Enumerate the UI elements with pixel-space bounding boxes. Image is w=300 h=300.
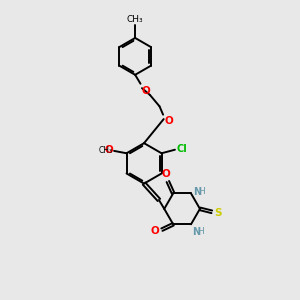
Text: S: S (214, 208, 221, 218)
Text: CH₃: CH₃ (98, 146, 112, 155)
Text: Cl: Cl (176, 144, 187, 154)
Text: N: N (194, 187, 202, 197)
Text: O: O (162, 169, 171, 179)
Text: N: N (193, 227, 201, 237)
Text: O: O (142, 86, 150, 96)
Text: O: O (151, 226, 160, 236)
Text: O: O (164, 116, 173, 126)
Text: CH₃: CH₃ (127, 15, 143, 24)
Text: H: H (198, 188, 205, 196)
Text: O: O (104, 145, 113, 155)
Text: H: H (197, 227, 204, 236)
